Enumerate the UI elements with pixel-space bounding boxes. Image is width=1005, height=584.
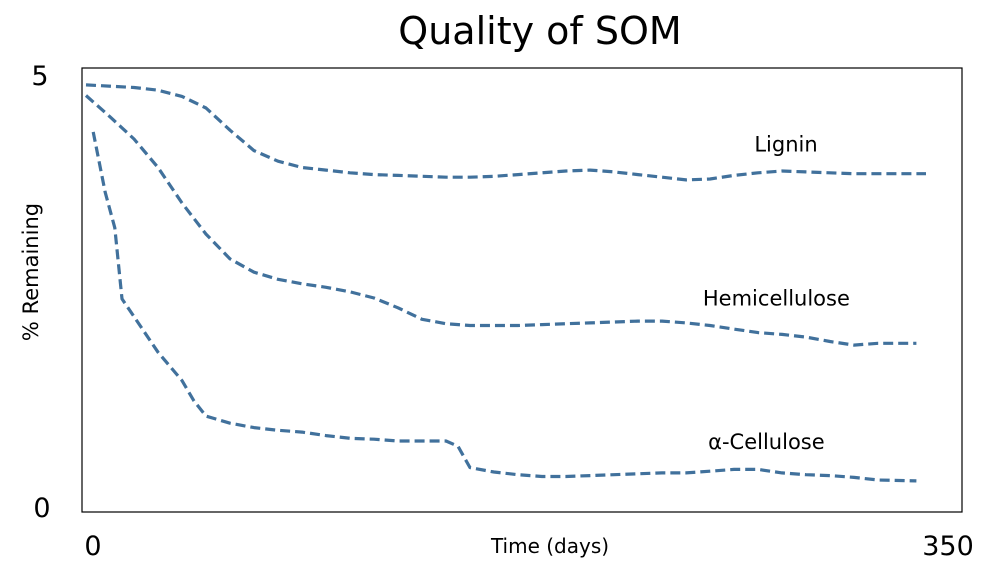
y-tick-label-bottom: 0 xyxy=(33,493,50,524)
x-axis-label: Time (days) xyxy=(490,534,609,558)
series-layer: Lignin Hemicellulose α-Cellulose xyxy=(84,83,926,483)
series-line-cellulose xyxy=(91,131,917,483)
series-line-hemicellulose xyxy=(84,94,917,347)
series-line-lignin xyxy=(85,83,926,182)
x-tick-label-start: 0 xyxy=(84,531,101,562)
plot-area xyxy=(81,67,963,513)
chart-title: Quality of SOM xyxy=(398,9,681,53)
series-label-lignin: Lignin xyxy=(754,133,817,157)
series-label-hemicellulose: Hemicellulose xyxy=(703,286,850,310)
x-tick-label-end: 350 xyxy=(922,531,974,562)
y-axis-label: % Remaining xyxy=(19,203,43,341)
series-label-cellulose: α-Cellulose xyxy=(708,430,825,454)
y-tick-label-top: 5 xyxy=(31,61,48,92)
